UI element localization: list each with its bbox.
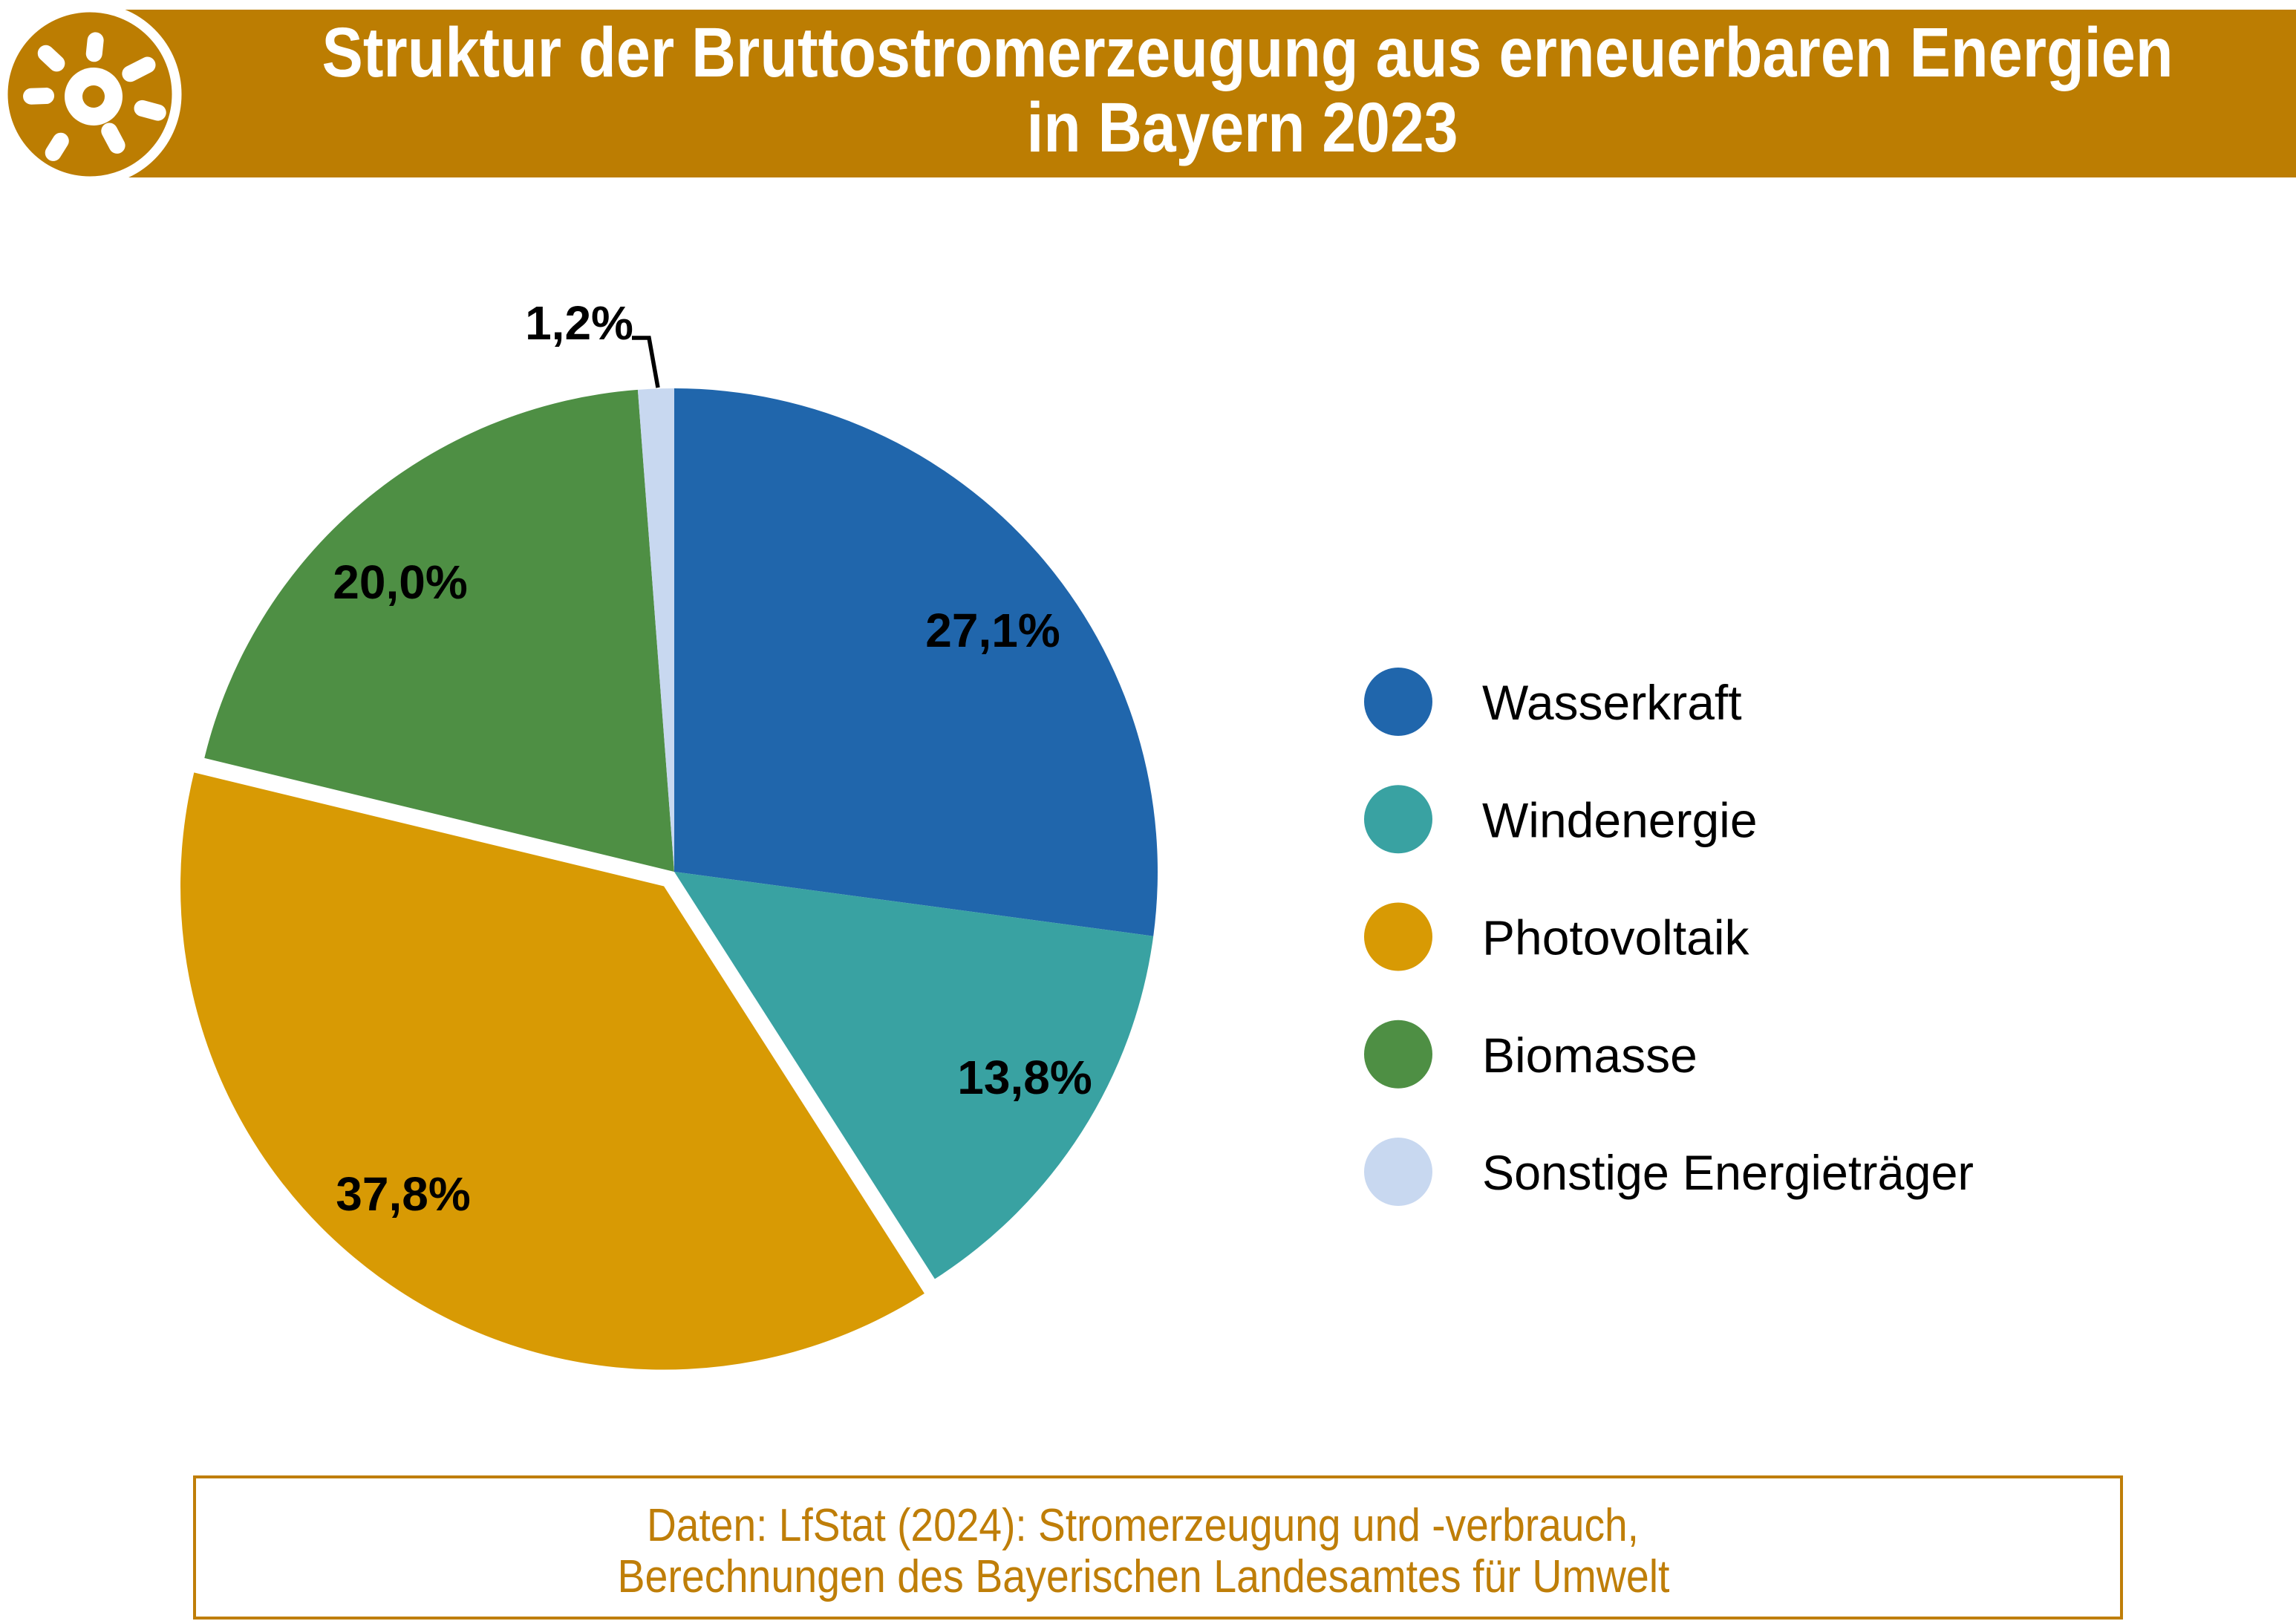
svg-text:Biomasse: Biomasse [1482, 1028, 1697, 1083]
svg-text:Windenergie: Windenergie [1482, 792, 1758, 847]
svg-text:1,2%: 1,2% [525, 296, 633, 350]
svg-text:Wasserkraft: Wasserkraft [1482, 675, 1742, 730]
svg-text:Berechnungen des Bayerischen L: Berechnungen des Bayerischen Landesamtes… [618, 1551, 1670, 1602]
svg-text:Daten: LfStat (2024): Stromerz: Daten: LfStat (2024): Stromerzeugung und… [647, 1500, 1639, 1551]
svg-text:Photovoltaik: Photovoltaik [1482, 910, 1750, 965]
svg-text:in Bayern 2023: in Bayern 2023 [1027, 88, 1458, 167]
svg-text:27,1%: 27,1% [925, 604, 1060, 657]
svg-text:37,8%: 37,8% [336, 1167, 470, 1221]
svg-text:13,8%: 13,8% [957, 1051, 1092, 1104]
svg-text:20,0%: 20,0% [333, 555, 467, 609]
svg-text:Sonstige Energieträger: Sonstige Energieträger [1482, 1145, 1974, 1200]
svg-text:Struktur der Bruttostromerzeug: Struktur der Bruttostromerzeugung aus er… [322, 13, 2173, 92]
